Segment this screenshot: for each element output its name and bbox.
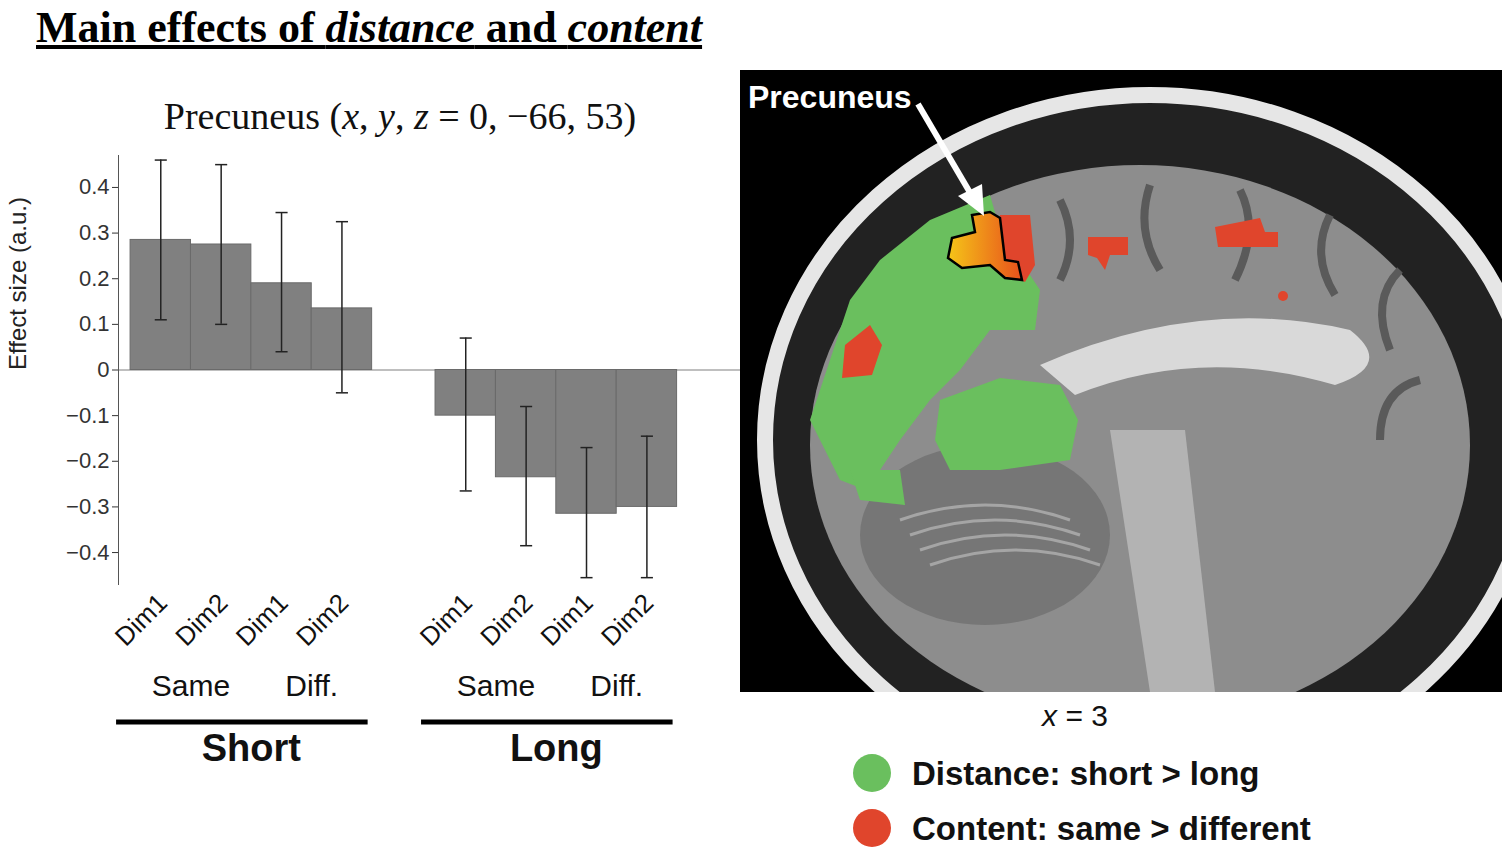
svg-text:Same: Same (152, 669, 230, 702)
html-text:Precuneus (x, y, z = 0, −66, 5: Precuneus (x, y, z = 0, −66, 53) (163, 95, 637, 137)
svg-text:Effect size (a.u.): Effect size (a.u.) (4, 197, 31, 370)
svg-text:0.1: 0.1 (79, 311, 110, 336)
svg-text:0: 0 (97, 357, 109, 382)
html-text:Main effects of distance and c: Main effects of distance and content (36, 3, 703, 52)
svg-text:Short: Short (202, 727, 302, 769)
svg-text:−0.4: −0.4 (66, 540, 109, 565)
svg-text:Distance: short > long: Distance: short > long (912, 755, 1259, 792)
svg-text:Precuneus: Precuneus (748, 79, 912, 115)
svg-text:0.2: 0.2 (79, 266, 110, 291)
svg-text:Dim1: Dim1 (109, 588, 173, 652)
svg-text:Diff.: Diff. (590, 669, 643, 702)
svg-text:−0.3: −0.3 (66, 494, 109, 519)
svg-text:−0.1: −0.1 (66, 403, 109, 428)
svg-text:Dim2: Dim2 (595, 588, 659, 652)
svg-text:0.3: 0.3 (79, 220, 110, 245)
svg-text:Diff.: Diff. (285, 669, 338, 702)
svg-text:Same: Same (457, 669, 535, 702)
svg-text:x = 3: x = 3 (1040, 699, 1108, 732)
svg-text:Dim1: Dim1 (535, 588, 599, 652)
svg-text:Dim1: Dim1 (230, 588, 294, 652)
svg-text:−0.2: −0.2 (66, 448, 109, 473)
svg-text:0.4: 0.4 (79, 174, 110, 199)
svg-text:Dim2: Dim2 (290, 588, 354, 652)
svg-text:Long: Long (510, 727, 603, 769)
svg-text:Content: same > different: Content: same > different (912, 810, 1311, 847)
svg-text:Dim1: Dim1 (414, 588, 478, 652)
svg-text:Dim2: Dim2 (169, 588, 233, 652)
svg-text:Dim2: Dim2 (474, 588, 538, 652)
